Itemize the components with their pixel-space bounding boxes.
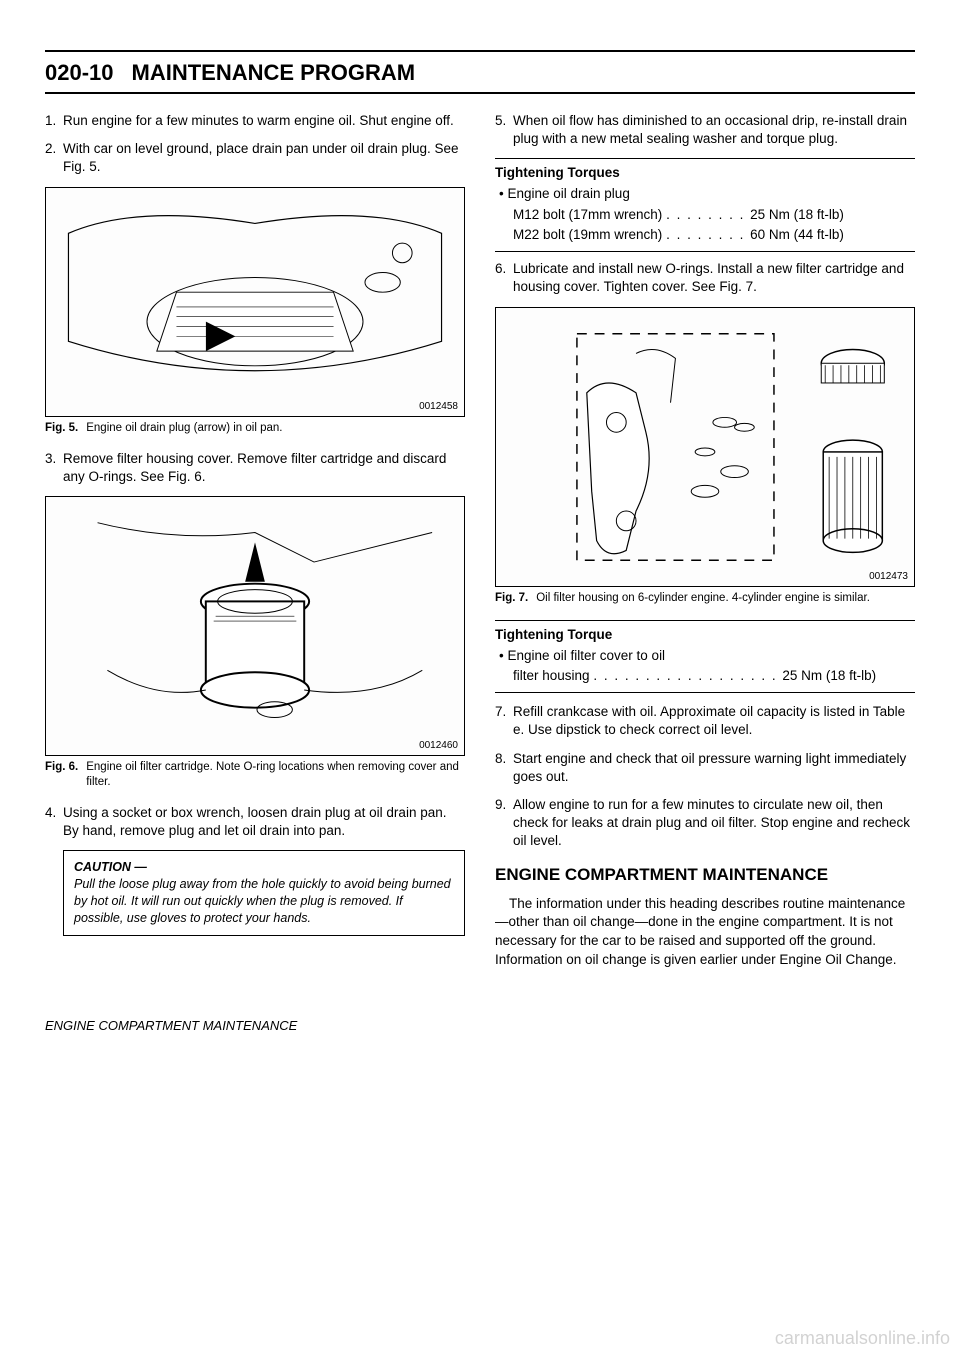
caution-text: Pull the loose plug away from the hole q… [74, 876, 454, 927]
step-number: 5. [495, 112, 513, 148]
torque-row: M22 bolt (19mm wrench) . . . . . . . . 6… [495, 225, 915, 245]
figure-6-illustration [52, 503, 458, 749]
step-number: 2. [45, 140, 63, 176]
caution-title: CAUTION — [74, 859, 454, 876]
step-text: Run engine for a few minutes to warm eng… [63, 112, 465, 130]
torque-row: M12 bolt (17mm wrench) . . . . . . . . 2… [495, 205, 915, 225]
top-rule [45, 50, 915, 52]
figure-5-illustration [52, 194, 458, 410]
torque-bullet: Engine oil filter cover to oil [495, 646, 915, 666]
step-text: Remove filter housing cover. Remove filt… [63, 450, 465, 486]
figure-7-id: 0012473 [869, 571, 908, 582]
dots: . . . . . . . . . . . . . . . . . . [593, 668, 782, 683]
figure-5-caption: Fig. 5. Engine oil drain plug (arrow) in… [45, 421, 465, 436]
section-title: ENGINE COMPARTMENT MAINTENANCE [495, 865, 915, 885]
page-footer: ENGINE COMPARTMENT MAINTENANCE [45, 1018, 915, 1033]
figure-label: Fig. 5. [45, 421, 78, 436]
section-paragraph: The information under this heading descr… [495, 895, 915, 971]
watermark: carmanualsonline.info [775, 1328, 950, 1349]
step-7: 7. Refill crankcase with oil. Approximat… [495, 703, 915, 739]
step-text: Lubricate and install new O-rings. Insta… [513, 260, 915, 296]
figure-6-box: 0012460 [45, 496, 465, 756]
figure-5-id: 0012458 [419, 401, 458, 412]
torque-value: 25 Nm (18 ft-lb) [750, 207, 844, 222]
divider [495, 158, 915, 159]
step-text: Using a socket or box wrench, loosen dra… [63, 804, 465, 840]
step-number: 8. [495, 750, 513, 786]
step-number: 4. [45, 804, 63, 840]
tightening-torques-heading: Tightening Torques [495, 165, 915, 180]
step-9: 9. Allow engine to run for a few minutes… [495, 796, 915, 851]
step-text: Allow engine to run for a few minutes to… [513, 796, 915, 851]
figure-label: Fig. 6. [45, 760, 78, 790]
torque-label: M12 bolt (17mm wrench) [513, 207, 662, 222]
page-header: 020-10 MAINTENANCE PROGRAM [45, 60, 915, 94]
content-columns: 1. Run engine for a few minutes to warm … [45, 112, 915, 978]
dots: . . . . . . . . [666, 207, 750, 222]
page: 020-10 MAINTENANCE PROGRAM 1. Run engine… [0, 0, 960, 1357]
torque-bullet: Engine oil drain plug [495, 184, 915, 204]
step-text: Refill crankcase with oil. Approximate o… [513, 703, 915, 739]
step-text: Start engine and check that oil pressure… [513, 750, 915, 786]
step-text: When oil flow has diminished to an occas… [513, 112, 915, 148]
divider [495, 692, 915, 693]
divider [495, 251, 915, 252]
step-number: 7. [495, 703, 513, 739]
torque-row: filter housing . . . . . . . . . . . . .… [495, 666, 915, 686]
step-2: 2. With car on level ground, place drain… [45, 140, 465, 176]
torque-label: M22 bolt (19mm wrench) [513, 227, 662, 242]
figure-6-caption: Fig. 6. Engine oil filter cartridge. Not… [45, 760, 465, 790]
torque-value: 60 Nm (44 ft-lb) [750, 227, 844, 242]
page-title: MAINTENANCE PROGRAM [132, 60, 416, 86]
left-column: 1. Run engine for a few minutes to warm … [45, 112, 465, 978]
figure-label: Fig. 7. [495, 591, 528, 606]
step-8: 8. Start engine and check that oil press… [495, 750, 915, 786]
figure-caption-text: Engine oil filter cartridge. Note O-ring… [86, 760, 465, 790]
step-1: 1. Run engine for a few minutes to warm … [45, 112, 465, 130]
figure-7-caption: Fig. 7. Oil filter housing on 6-cylinder… [495, 591, 915, 606]
caution-box: CAUTION — Pull the loose plug away from … [63, 850, 465, 936]
step-text: With car on level ground, place drain pa… [63, 140, 465, 176]
torque-value: 25 Nm (18 ft-lb) [782, 668, 876, 683]
figure-7-illustration [502, 314, 908, 580]
step-number: 6. [495, 260, 513, 296]
tightening-torque-heading: Tightening Torque [495, 627, 915, 642]
step-6: 6. Lubricate and install new O-rings. In… [495, 260, 915, 296]
step-3: 3. Remove filter housing cover. Remove f… [45, 450, 465, 486]
figure-caption-text: Oil filter housing on 6-cylinder engine.… [536, 591, 870, 606]
step-number: 1. [45, 112, 63, 130]
figure-7-box: 0012473 [495, 307, 915, 587]
page-number: 020-10 [45, 60, 114, 86]
step-5: 5. When oil flow has diminished to an oc… [495, 112, 915, 148]
step-number: 9. [495, 796, 513, 851]
dots: . . . . . . . . [666, 227, 750, 242]
figure-5-box: 0012458 [45, 187, 465, 417]
divider [495, 620, 915, 621]
right-column: 5. When oil flow has diminished to an oc… [495, 112, 915, 978]
step-number: 3. [45, 450, 63, 486]
figure-caption-text: Engine oil drain plug (arrow) in oil pan… [86, 421, 282, 436]
figure-6-id: 0012460 [419, 740, 458, 751]
torque-label: filter housing [513, 668, 590, 683]
step-4: 4. Using a socket or box wrench, loosen … [45, 804, 465, 840]
